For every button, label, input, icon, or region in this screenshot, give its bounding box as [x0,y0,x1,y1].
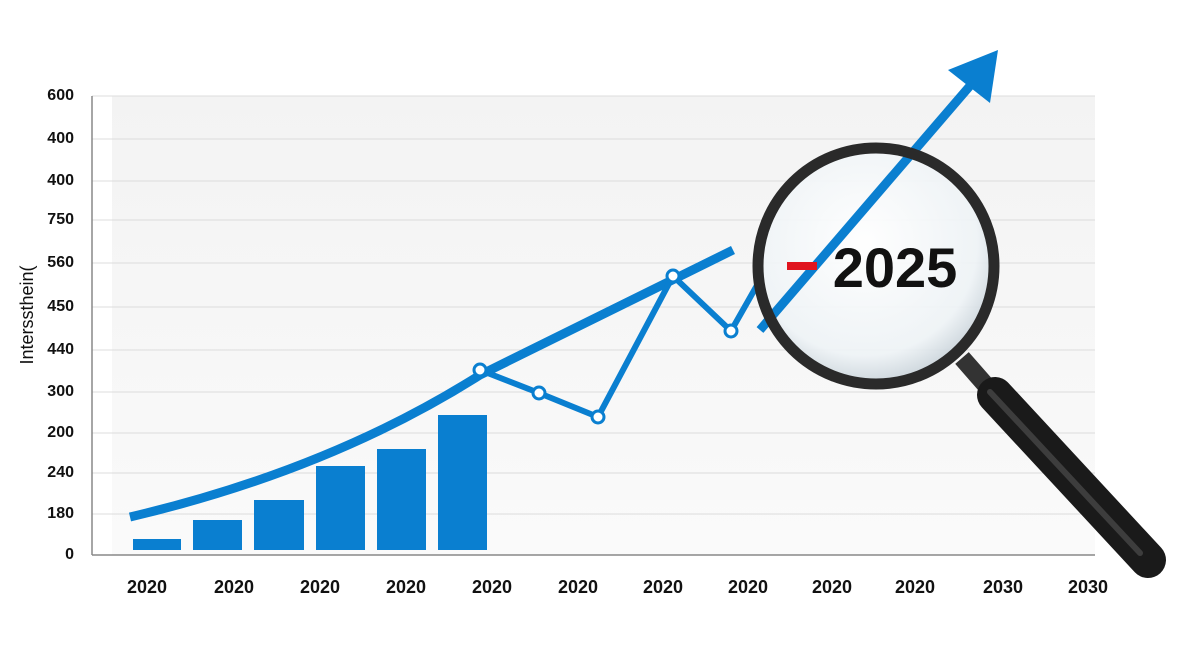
bar [316,466,365,550]
axis-title: Interssthein( [17,265,37,364]
bar [377,449,426,550]
point [665,268,681,284]
y-label: 180 [47,505,74,522]
x-label: 2030 [1068,577,1108,597]
y-label: 750 [47,211,74,228]
trend-curve [128,245,735,522]
y-labels: 600 400 400 750 560 450 440 300 200 240 180 0 [47,87,74,563]
x-label: 2020 [895,577,935,597]
y-label: 240 [47,464,74,481]
x-label: 2020 [127,577,167,597]
x-label: 2020 [728,577,768,597]
bar [193,520,242,550]
line-points [472,268,739,425]
arrow-head [948,50,998,103]
x-label: 2030 [983,577,1023,597]
red-marker [787,262,817,270]
point [723,323,739,339]
point [590,409,606,425]
x-labels: 2020 2020 2020 2020 2020 2020 2020 2020 2020 2020… [127,577,1108,597]
y-label: 440 [47,341,74,358]
point [472,362,488,378]
arrow-shaft [756,77,979,333]
lens-glass [758,148,994,384]
y-label: 600 [47,87,74,104]
x-label: 2020 [643,577,683,597]
magnifier-text: 2025 [833,236,958,299]
zigzag-line [478,273,763,420]
y-label: 400 [47,172,74,189]
bar [254,500,304,550]
grid [92,95,1095,556]
x-label: 2020 [812,577,852,597]
y-label: 0 [65,546,74,563]
lens-rim [752,142,1000,390]
y-label: 450 [47,298,74,315]
y-label: 560 [47,254,74,271]
y-label: 300 [47,383,74,400]
y-label: 400 [47,130,74,147]
x-label: 2020 [386,577,426,597]
x-label: 2020 [558,577,598,597]
x-label: 2020 [472,577,512,597]
bar [438,415,487,550]
x-label: 2020 [300,577,340,597]
point [531,385,547,401]
bars [133,415,487,550]
bar [133,539,181,550]
handle-shine [987,389,1143,556]
y-label: 200 [47,424,74,441]
x-label: 2020 [214,577,254,597]
